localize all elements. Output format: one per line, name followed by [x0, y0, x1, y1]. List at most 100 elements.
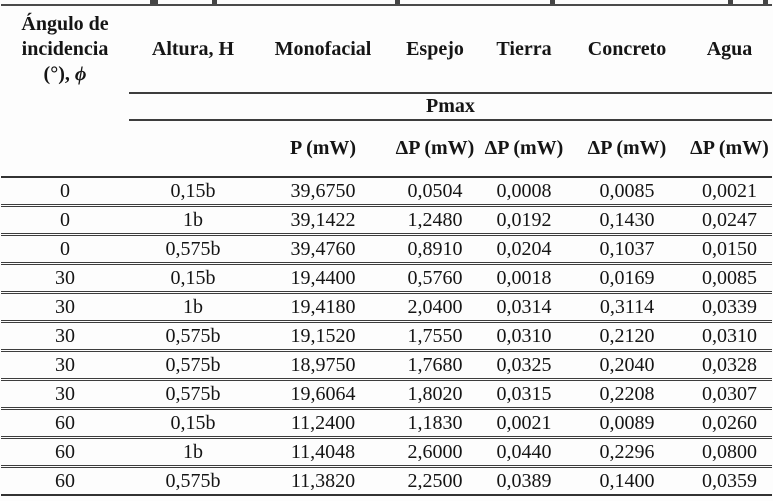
table-row: 0 1b 39,1422 1,2480 0,0192 0,1430 0,0247: [1, 205, 772, 236]
empty-cell: [1, 93, 129, 120]
table-cell: 2,6000: [389, 437, 481, 468]
table-cell: 1,7550: [389, 321, 481, 352]
angle-header-line1: Ángulo de: [21, 13, 109, 35]
table-header: Ángulo de incidencia (°), ϕ Altura, H Mo…: [1, 4, 772, 178]
table-cell: 30: [1, 321, 129, 352]
table-cell: 30: [1, 379, 129, 410]
table-cell: 0,0800: [687, 437, 772, 468]
subheader-unit: (mW): [424, 137, 475, 159]
table-cell: 0,0150: [687, 234, 772, 265]
empty-cell: [129, 120, 257, 178]
table-cell: 0,575b: [129, 466, 257, 496]
table-cell: 11,2400: [257, 408, 389, 439]
table-cell: 0,2040: [567, 350, 687, 381]
table-cell: 18,9750: [257, 350, 389, 381]
table-cell: 0,0504: [389, 177, 481, 207]
angle-unit: (°),: [43, 63, 70, 85]
table-row: 0 0,15b 39,6750 0,0504 0,0008 0,0085 0,0021: [1, 177, 772, 207]
subheader-row: P (mW) ΔP (mW) ΔP (mW) ΔP (mW) ΔP (mW): [1, 120, 772, 178]
table-cell: 39,6750: [257, 177, 389, 207]
table-cell: 0,0440: [481, 437, 567, 468]
table-row: 60 0,575b 11,3820 2,2500 0,0389 0,1400 0,0359: [1, 466, 772, 496]
table-cell: 0,0389: [481, 466, 567, 496]
table-cell: 30: [1, 263, 129, 294]
table-cell: 2,0400: [389, 292, 481, 323]
table-cell: 0,0204: [481, 234, 567, 265]
table-row: 30 1b 19,4180 2,0400 0,0314 0,3114 0,0339: [1, 292, 772, 323]
table-cell: 1,2480: [389, 205, 481, 236]
table-cell: 1b: [129, 292, 257, 323]
table-cell: 0,0021: [481, 408, 567, 439]
table-cell: 0,0018: [481, 263, 567, 294]
table-cell: 0,0192: [481, 205, 567, 236]
table-cell: 11,4048: [257, 437, 389, 468]
col-header-concreto: Concreto: [567, 4, 687, 93]
col-header-agua: Agua: [687, 4, 772, 93]
cropped-caption-fragment: [728, 0, 733, 4]
table-cell: 2,2500: [389, 466, 481, 496]
table-row: 60 0,15b 11,2400 1,1830 0,0021 0,0089 0,0260: [1, 408, 772, 439]
cropped-caption-fragment: [212, 0, 217, 4]
table-cell: 1,1830: [389, 408, 481, 439]
table-cell: 0,0169: [567, 263, 687, 294]
col-header-tierra: Tierra: [481, 4, 567, 93]
table-cell: 0,575b: [129, 321, 257, 352]
table-cell: 0,15b: [129, 408, 257, 439]
table-cell: 0,575b: [129, 379, 257, 410]
phi-symbol: ϕ: [74, 63, 87, 85]
table-cell: 19,4400: [257, 263, 389, 294]
table-cell: 0: [1, 177, 129, 207]
table-row: 0 0,575b 39,4760 0,8910 0,0204 0,1037 0,0150: [1, 234, 772, 265]
col-header-altura: Altura, H: [129, 4, 257, 93]
table-cell: 0,0339: [687, 292, 772, 323]
table-cell: 0,0315: [481, 379, 567, 410]
cropped-caption-fragment: [150, 0, 158, 4]
table-cell: 1b: [129, 437, 257, 468]
table-cell: 0,0310: [687, 321, 772, 352]
table-row: 60 1b 11,4048 2,6000 0,0440 0,2296 0,0800: [1, 437, 772, 468]
cropped-caption-fragment: [763, 0, 768, 4]
col-header-angle: Ángulo de incidencia (°), ϕ: [1, 4, 129, 93]
subheader-unit: (mW): [718, 137, 769, 159]
table-cell: 30: [1, 350, 129, 381]
col-header-monofacial: Monofacial: [257, 4, 389, 93]
pmax-span-label: Pmax: [129, 92, 772, 121]
table-cell: 0,1400: [567, 466, 687, 496]
table-row: 30 0,575b 19,6064 1,8020 0,0315 0,2208 0,0307: [1, 379, 772, 410]
subheader-unit: (mW): [306, 137, 357, 159]
table-cell: 19,1520: [257, 321, 389, 352]
subheader-dp-agua: ΔP (mW): [687, 120, 772, 178]
pmax-results-table: Ángulo de incidencia (°), ϕ Altura, H Mo…: [1, 4, 772, 496]
table-cell: 0,8910: [389, 234, 481, 265]
angle-header-line3: (°), ϕ: [1, 62, 129, 87]
table-cell: 0,0314: [481, 292, 567, 323]
header-row: Ángulo de incidencia (°), ϕ Altura, H Mo…: [1, 4, 772, 93]
table-row: 30 0,15b 19,4400 0,5760 0,0018 0,0169 0,0085: [1, 263, 772, 294]
table-cell: 60: [1, 408, 129, 439]
table-cell: 0,0325: [481, 350, 567, 381]
table-cell: 0: [1, 205, 129, 236]
table-cell: 0,0307: [687, 379, 772, 410]
table-cell: 1b: [129, 205, 257, 236]
table-cell: 0,575b: [129, 350, 257, 381]
table-cell: 0: [1, 234, 129, 265]
cropped-caption-fragment: [550, 0, 555, 4]
subheader-p: P (mW): [257, 120, 389, 178]
subheader-symbol: ΔP: [395, 137, 420, 159]
table-cell: 39,4760: [257, 234, 389, 265]
table-cell: 0,0260: [687, 408, 772, 439]
table-cell: 0,2296: [567, 437, 687, 468]
table-cell: 0,0021: [687, 177, 772, 207]
table-cell: 0,1037: [567, 234, 687, 265]
table-cell: 0,15b: [129, 263, 257, 294]
table-cell: 0,1430: [567, 205, 687, 236]
subheader-symbol: P: [289, 137, 302, 159]
empty-cell: [1, 120, 129, 178]
table-cell: 0,0328: [687, 350, 772, 381]
table-cell: 0,0359: [687, 466, 772, 496]
subheader-dp-espejo: ΔP (mW): [389, 120, 481, 178]
table-cell: 1,8020: [389, 379, 481, 410]
subheader-dp-concreto: ΔP (mW): [567, 120, 687, 178]
table-cell: 1,7680: [389, 350, 481, 381]
